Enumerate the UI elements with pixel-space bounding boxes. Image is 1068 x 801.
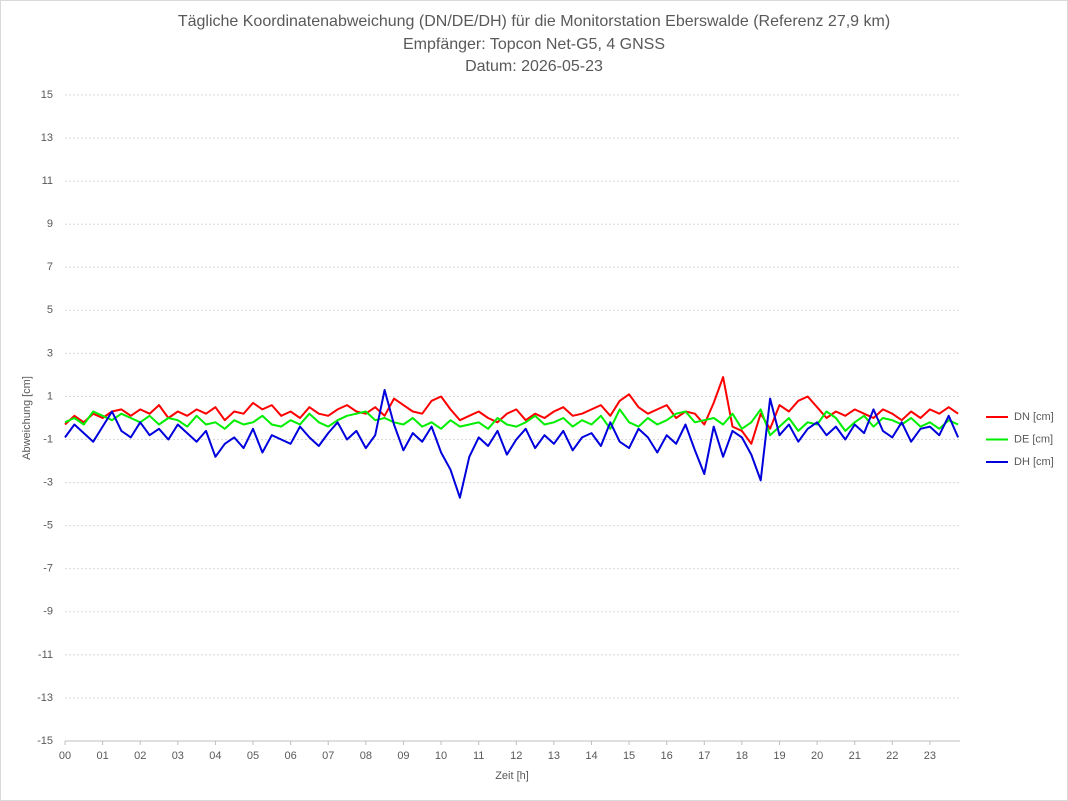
y-tick-label: -15 bbox=[37, 735, 53, 747]
x-tick-label: 04 bbox=[209, 750, 221, 762]
y-tick-label: 9 bbox=[47, 218, 53, 230]
x-tick-label: 11 bbox=[473, 750, 484, 762]
x-tick-label: 00 bbox=[59, 750, 71, 762]
series-line bbox=[64, 376, 959, 445]
x-tick-label: 14 bbox=[585, 750, 597, 762]
y-tick-label: -3 bbox=[43, 477, 53, 489]
y-axis-label: Abweichung [cm] bbox=[21, 376, 33, 460]
x-tick-label: 02 bbox=[134, 750, 146, 762]
series-line bbox=[64, 389, 960, 499]
x-tick-label: 17 bbox=[698, 750, 710, 762]
x-tick-label: 05 bbox=[247, 750, 259, 762]
y-tick-label: -11 bbox=[38, 649, 53, 661]
chart-title: Tägliche Koordinatenabweichung (DN/DE/DH… bbox=[178, 13, 890, 30]
y-tick-label: -1 bbox=[43, 433, 53, 445]
legend-label: DH [cm] bbox=[1014, 456, 1054, 468]
chart-subtitle: Datum: 2026-05-23 bbox=[465, 58, 603, 75]
x-tick-label: 18 bbox=[736, 750, 748, 762]
x-tick-label: 13 bbox=[548, 750, 560, 762]
y-tick-label: 5 bbox=[47, 304, 53, 316]
y-tick-label: 7 bbox=[47, 261, 53, 273]
x-tick-label: 21 bbox=[849, 750, 861, 762]
y-tick-label: 15 bbox=[41, 89, 53, 101]
x-tick-label: 09 bbox=[397, 750, 409, 762]
legend-label: DE [cm] bbox=[1014, 433, 1053, 445]
x-tick-label: 19 bbox=[773, 750, 785, 762]
x-tick-label: 22 bbox=[886, 750, 898, 762]
legend-label: DN [cm] bbox=[1014, 411, 1054, 423]
series-line bbox=[64, 408, 959, 437]
x-tick-label: 10 bbox=[435, 750, 447, 762]
x-tick-label: 07 bbox=[322, 750, 334, 762]
x-tick-label: 06 bbox=[285, 750, 297, 762]
x-tick-label: 08 bbox=[360, 750, 372, 762]
x-tick-label: 12 bbox=[510, 750, 522, 762]
x-tick-label: 03 bbox=[172, 750, 184, 762]
x-tick-label: 01 bbox=[96, 750, 108, 762]
x-tick-label: 23 bbox=[924, 750, 936, 762]
chart-subtitle: Empfänger: Topcon Net-G5, 4 GNSS bbox=[403, 36, 665, 53]
y-tick-label: 13 bbox=[41, 132, 53, 144]
y-tick-label: -13 bbox=[37, 692, 53, 704]
y-tick-label: -5 bbox=[43, 520, 53, 532]
x-tick-label: 16 bbox=[661, 750, 673, 762]
x-tick-label: 20 bbox=[811, 750, 823, 762]
y-tick-label: 1 bbox=[47, 390, 53, 402]
y-tick-label: 11 bbox=[42, 175, 53, 187]
y-tick-label: 3 bbox=[47, 347, 53, 359]
y-tick-label: -9 bbox=[43, 606, 53, 618]
y-tick-label: -7 bbox=[43, 563, 53, 575]
x-tick-label: 15 bbox=[623, 750, 635, 762]
x-axis-label: Zeit [h] bbox=[495, 770, 529, 782]
